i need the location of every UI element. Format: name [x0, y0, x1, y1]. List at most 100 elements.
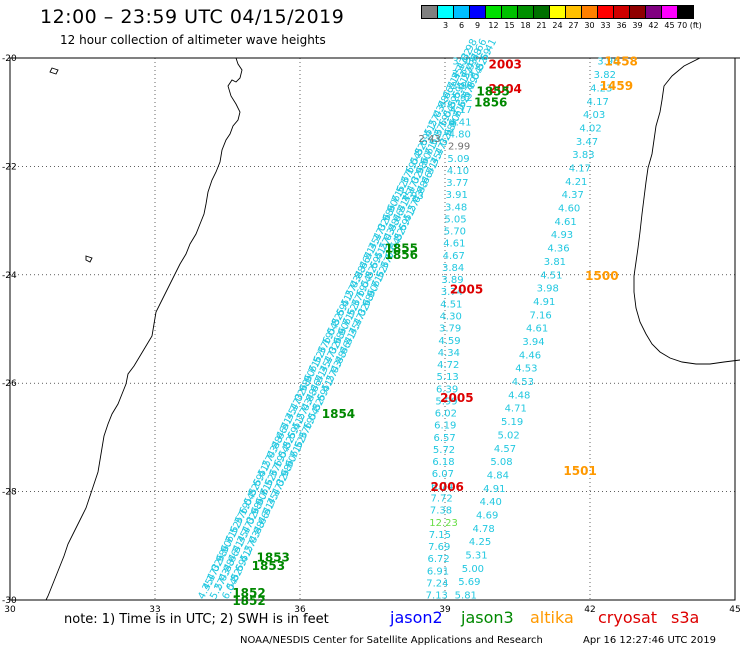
graticule [10, 58, 735, 600]
wave-height-value: 4.91 [533, 297, 555, 308]
lon-tick-label: 33 [149, 605, 160, 615]
wave-height-value: 4.25 [469, 537, 491, 548]
legend-item-s3a: s3a [671, 608, 700, 627]
color-scale-label: 45 [664, 21, 675, 30]
lon-tick-label: 42 [584, 605, 595, 615]
wave-height-value: 5.19 [501, 417, 523, 428]
wave-height-value: 6.19 [434, 421, 456, 432]
lat-tick-label: -30 [2, 596, 17, 606]
wave-height-value: 7.15 [429, 530, 451, 541]
legend-item-jason3: jason3 [461, 608, 514, 627]
lat-tick-label: -24 [2, 271, 17, 281]
wave-height-value: 6.57 [434, 433, 456, 444]
wave-height-value: 4.30 [440, 312, 462, 323]
wave-height-value: 6.72 [427, 554, 449, 565]
pass-time-label: 1852 [232, 586, 265, 600]
footnote: note: 1) Time is in UTC; 2) SWH is in fe… [64, 612, 329, 627]
color-scale-label: 18 [520, 21, 531, 30]
color-scale-label: 12 [488, 21, 499, 30]
lon-tick-label: 36 [294, 605, 306, 615]
madagascar-coastline [633, 57, 740, 365]
wave-height-value: 4.57 [494, 444, 516, 455]
wave-height-value: 3.89 [441, 275, 463, 286]
color-scale-swatches [421, 5, 706, 19]
wave-height-value: 4.61 [554, 217, 576, 228]
wave-height-value: 5.08 [490, 457, 512, 468]
wave-height-value: 4.60 [558, 204, 580, 215]
wave-height-value: 3.74 [441, 287, 463, 298]
satellite-tracks: 3.984.024.174.354.514.664.885.035.275.41… [196, 37, 619, 601]
wave-height-value: 3.98 [451, 81, 473, 92]
wave-height-value: 3.84 [442, 263, 464, 274]
wave-height-value: 7.16 [530, 310, 552, 321]
pass-time-label: 1854 [322, 407, 355, 421]
wave-height-value: 5.69 [458, 577, 480, 588]
wave-height-value: 5.00 [462, 564, 484, 575]
pass-time-label: 1501 [563, 464, 596, 478]
wave-height-value: 4.46 [519, 350, 541, 361]
color-scale-label: 27 [568, 21, 579, 30]
wave-height-value: 7.38 [430, 506, 452, 517]
wave-height-value: 4.53 [515, 364, 537, 375]
lat-tick-label: -22 [2, 162, 17, 172]
island-coastline [85, 255, 93, 263]
wave-height-value: 3.92 [450, 93, 472, 104]
wave-height-value: 4.10 [447, 166, 469, 177]
wave-height-value: 4.84 [487, 470, 509, 481]
wave-height-value: 4.34 [438, 348, 460, 359]
color-scale-label: 9 [474, 21, 481, 30]
wave-height-value: 4.40 [480, 497, 502, 508]
wave-height-value: 7.24 [426, 578, 448, 589]
wave-height-value: 4.51 [440, 299, 462, 310]
wave-height-value: 3.48 [445, 202, 467, 213]
legend-item-cryosat: cryosat [598, 608, 658, 627]
wave-height-value: 3.83 [572, 150, 594, 161]
wave-height-value: 6.91 [427, 566, 449, 577]
wave-height-value: 5.09 [447, 154, 469, 165]
wave-height-value: 12.23 [429, 518, 458, 529]
wave-height-value: 2.93 [402, 191, 424, 202]
color-scale-labels: 3 6 9 12 15 18 21 24 27 30 33 36 39 42 45 70 (ft) [421, 19, 706, 30]
wave-height-value: 4.51 [540, 270, 562, 281]
pass-time-label: 2004 [489, 82, 522, 96]
wave-height-value: 5.99 [435, 396, 457, 407]
wave-height-value: 3.98 [452, 57, 474, 68]
pass-time-label: 1458 [605, 55, 638, 69]
wave-height-value: 4.37 [562, 190, 584, 201]
color-scale-label: 33 [600, 21, 611, 30]
lon-tick-label: 45 [729, 605, 740, 615]
wave-height-value: 4.67 [443, 251, 465, 262]
wave-height-value: 7.69 [428, 542, 450, 553]
wave-height-value: 7.13 [426, 591, 448, 602]
wave-height-value: 6.18 [432, 457, 454, 468]
wave-height-value: 4.78 [472, 524, 494, 535]
wave-height-value: 4.23 [590, 83, 612, 94]
wave-height-value: 4.93 [551, 230, 573, 241]
wave-height-value: 4.91 [483, 484, 505, 495]
wave-height-value: 4.53 [512, 377, 534, 388]
africa-coastline [45, 57, 243, 601]
wave-height-value: 6.02 [435, 409, 457, 420]
color-scale-label: 15 [504, 21, 515, 30]
pass-time-label: 1853 [252, 559, 285, 573]
color-scale-label: 3 [442, 21, 449, 30]
wave-height-value: 4.69 [476, 510, 498, 521]
island-coastline [49, 67, 59, 75]
color-scale-label: 30 [584, 21, 595, 30]
wave-height-value: 3.81 [544, 257, 566, 268]
wave-height-value: 3.96 [597, 57, 619, 68]
wave-height-value: 4.21 [565, 177, 587, 188]
map-subtitle: 12 hour collection of altimeter wave hei… [60, 33, 326, 47]
wave-height-value: 6.39 [436, 384, 458, 395]
pass-time-label: 1852 [232, 594, 265, 608]
wave-height-value: 5.31 [465, 551, 487, 562]
color-scale-legend: 3 6 9 12 15 18 21 24 27 30 33 36 39 42 45 70 (ft) [421, 5, 706, 30]
wave-height-value: 3.47 [576, 137, 598, 148]
wave-height-value: 5.05 [444, 214, 466, 225]
wave-height-value: 4.48 [508, 390, 530, 401]
color-scale-label: 70 (ft) [677, 21, 702, 30]
wave-height-value: 2.43 [418, 134, 440, 145]
footer-timestamp: Apr 16 12:27:46 UTC 2019 [583, 635, 716, 646]
pass-time-label: 2003 [489, 57, 522, 71]
